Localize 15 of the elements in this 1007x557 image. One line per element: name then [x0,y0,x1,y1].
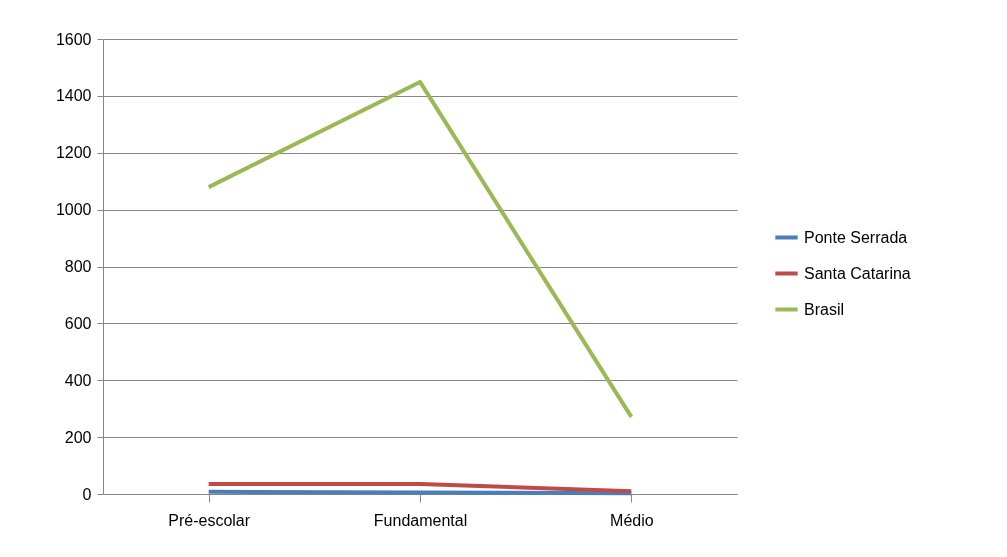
y-tick-label: 1600 [55,30,92,48]
y-tick-label: 0 [82,485,92,503]
x-tick-label: Pré-escolar [168,511,251,529]
x-tick-label: Médio [610,511,654,529]
y-tick-label: 1400 [55,87,92,105]
y-tick-label: 1000 [55,201,92,219]
y-tick-label: 200 [64,428,92,446]
y-tick-label: 1200 [55,144,92,162]
legend-label: Santa Catarina [804,264,911,282]
legend-label: Brasil [804,300,845,318]
x-tick-label: Fundamental [373,511,468,529]
y-tick-label: 400 [64,371,92,389]
y-tick-label: 800 [64,258,92,275]
legend-label: Ponte Serrada [804,228,908,246]
y-tick-label: 600 [64,314,92,332]
